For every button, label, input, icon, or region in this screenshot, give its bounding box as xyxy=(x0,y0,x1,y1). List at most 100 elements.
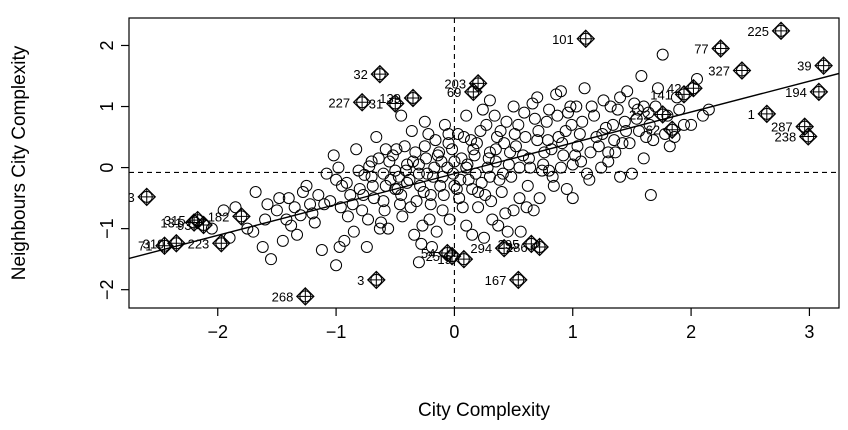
scatter-point xyxy=(649,100,662,113)
scatter-point xyxy=(241,222,254,235)
scatter-point xyxy=(483,94,496,107)
scatter-point xyxy=(571,140,584,153)
scatter-point xyxy=(483,170,496,183)
y-tick-label: 2 xyxy=(97,40,117,50)
scatter-point xyxy=(566,158,579,171)
scatter-point xyxy=(673,103,686,116)
scatter-point xyxy=(557,149,570,162)
scatter-point xyxy=(421,167,434,180)
influential-point-label: 286 xyxy=(506,240,528,255)
scatter-point xyxy=(373,222,386,235)
scatter-point xyxy=(535,164,548,177)
scatter-point xyxy=(435,155,448,168)
influential-point-label: 77 xyxy=(694,42,708,57)
scatter-point xyxy=(442,128,455,140)
x-axis-title: City Complexity xyxy=(418,400,550,421)
scatter-point xyxy=(338,234,351,247)
influential-point-cross xyxy=(522,235,540,253)
influential-point-cross xyxy=(684,79,702,97)
scatter-point xyxy=(294,209,307,222)
scatter-point xyxy=(341,210,354,223)
scatter-point xyxy=(366,179,379,192)
x-tick-label: −1 xyxy=(326,322,347,342)
scatter-point xyxy=(566,192,579,205)
scatter-point xyxy=(395,109,408,122)
scatter-point xyxy=(656,48,669,61)
scatter-point xyxy=(344,189,357,202)
scatter-point xyxy=(223,231,236,244)
scatter-point xyxy=(637,100,650,113)
scatter-point xyxy=(521,179,534,192)
influential-point-cross xyxy=(663,121,681,139)
scatter-point xyxy=(375,216,388,229)
scatter-point xyxy=(618,115,631,128)
scatter-point xyxy=(522,152,535,165)
scatter-point xyxy=(378,204,391,217)
scatter-point xyxy=(340,176,353,189)
scatter-point xyxy=(554,85,567,98)
scatter-point xyxy=(362,213,375,226)
scatter-point xyxy=(270,204,283,217)
scatter-point xyxy=(520,201,533,214)
scatter-point xyxy=(229,201,242,214)
scatter-point xyxy=(468,149,481,162)
scatter-point xyxy=(599,121,612,134)
influential-point-cross xyxy=(212,234,230,252)
scatter-point xyxy=(505,170,518,183)
scatter-point xyxy=(637,152,650,165)
scatter-point xyxy=(408,228,421,241)
scatter-point xyxy=(306,207,319,220)
scatter-point xyxy=(643,118,656,131)
x-tick-label: 1 xyxy=(568,322,578,342)
scatter-point xyxy=(470,137,483,150)
influential-point-label: 141 xyxy=(650,87,672,102)
scatter-point xyxy=(379,143,392,156)
scatter-point xyxy=(480,118,493,131)
plot-frame xyxy=(128,17,840,309)
scatter-point xyxy=(280,213,293,226)
scatter-point xyxy=(537,158,550,171)
y-tick-label: −1 xyxy=(97,218,117,239)
influential-point-cross xyxy=(404,89,422,107)
scatter-point xyxy=(608,134,621,147)
scatter-point xyxy=(389,182,402,195)
scatter-point xyxy=(519,131,532,144)
scatter-point xyxy=(372,152,385,165)
scatter-point xyxy=(633,124,646,137)
scatter-point xyxy=(590,131,603,144)
scatter-point xyxy=(436,204,449,217)
scatter-point xyxy=(644,189,657,202)
scatter-point xyxy=(282,192,295,205)
influential-point-cross xyxy=(371,65,389,83)
influential-point-label: 54 xyxy=(421,246,435,261)
scatter-point xyxy=(504,146,517,159)
influential-point-cross xyxy=(353,93,371,111)
scatter-point xyxy=(425,240,438,253)
influential-point-label: 3 xyxy=(357,273,364,288)
scatter-point xyxy=(460,161,473,174)
scatter-point xyxy=(578,82,591,95)
scatter-point xyxy=(417,186,430,198)
scatter-point xyxy=(315,244,328,256)
scatter-point xyxy=(327,149,340,162)
y-tick-label: 1 xyxy=(97,102,117,112)
influential-point-cross xyxy=(386,94,404,112)
scatter-point xyxy=(288,201,301,214)
scatter-point xyxy=(514,225,527,238)
scatter-point xyxy=(370,131,383,144)
scatter-point xyxy=(312,189,325,202)
scatter-point xyxy=(592,140,605,153)
scatter-point xyxy=(247,225,260,238)
scatter-point xyxy=(482,152,495,165)
scatter-point xyxy=(481,161,494,174)
scatter-point xyxy=(498,137,511,150)
influential-point-label: 167 xyxy=(485,273,507,288)
scatter-point xyxy=(457,131,470,144)
scatter-point xyxy=(412,167,425,180)
influential-point-cross xyxy=(733,62,751,80)
scatter-point xyxy=(509,140,522,153)
scatter-point xyxy=(635,70,648,82)
scatter-point xyxy=(346,198,359,211)
scatter-point xyxy=(543,164,556,177)
